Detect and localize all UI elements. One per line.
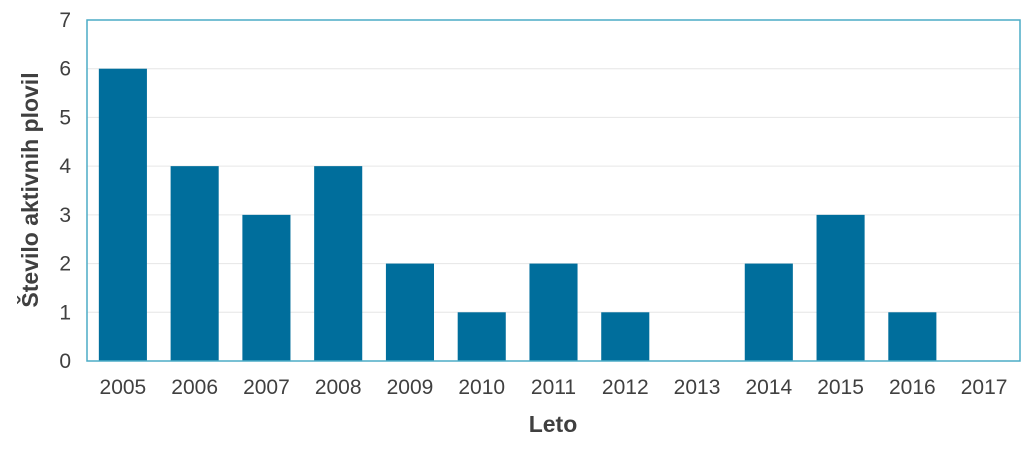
y-axis-ticks: 0 1 2 3 4 5 6 7 bbox=[59, 9, 71, 373]
y-tick-label: 3 bbox=[59, 204, 71, 227]
bar-2008 bbox=[314, 166, 363, 361]
x-tick-label: 2014 bbox=[745, 376, 792, 399]
y-tick-label: 7 bbox=[59, 9, 71, 32]
y-tick-label: 0 bbox=[59, 350, 71, 373]
x-tick-label: 2006 bbox=[171, 376, 218, 399]
bar-2016 bbox=[888, 312, 937, 361]
y-tick-label: 2 bbox=[59, 253, 71, 276]
x-axis-title: Leto bbox=[529, 411, 578, 437]
bar-2009 bbox=[385, 263, 435, 361]
x-tick-label: 2017 bbox=[961, 376, 1008, 399]
x-tick-label: 2007 bbox=[243, 376, 290, 399]
bar-2006 bbox=[170, 166, 219, 361]
x-tick-label: 2011 bbox=[531, 376, 576, 399]
x-tick-label: 2015 bbox=[817, 376, 864, 399]
plot-area-frame bbox=[86, 19, 1021, 362]
y-axis-title: Število aktivnih plovil bbox=[16, 72, 43, 307]
x-axis-ticks: 2005 2006 2007 2008 2009 2010 2011 2012 2013 2014… bbox=[100, 376, 1008, 399]
bar-2005 bbox=[98, 68, 147, 361]
bar-2015 bbox=[816, 214, 865, 361]
bar-2012 bbox=[601, 312, 650, 361]
y-tick-label: 6 bbox=[59, 58, 71, 81]
bar-2011 bbox=[529, 263, 578, 361]
bar-2014 bbox=[744, 263, 793, 361]
x-tick-label: 2016 bbox=[889, 376, 936, 399]
x-tick-label: 2012 bbox=[602, 376, 649, 399]
x-tick-label: 2005 bbox=[100, 376, 147, 399]
y-tick-label: 5 bbox=[59, 106, 71, 129]
bars bbox=[98, 68, 937, 361]
x-tick-label: 2010 bbox=[458, 376, 505, 399]
x-tick-label: 2009 bbox=[387, 376, 434, 399]
x-tick-label: 2008 bbox=[315, 376, 362, 399]
y-tick-label: 4 bbox=[59, 155, 71, 178]
bar-2010 bbox=[457, 312, 506, 361]
bar-2007 bbox=[242, 214, 291, 361]
y-tick-label: 1 bbox=[59, 301, 71, 324]
x-tick-label: 2013 bbox=[674, 376, 721, 399]
